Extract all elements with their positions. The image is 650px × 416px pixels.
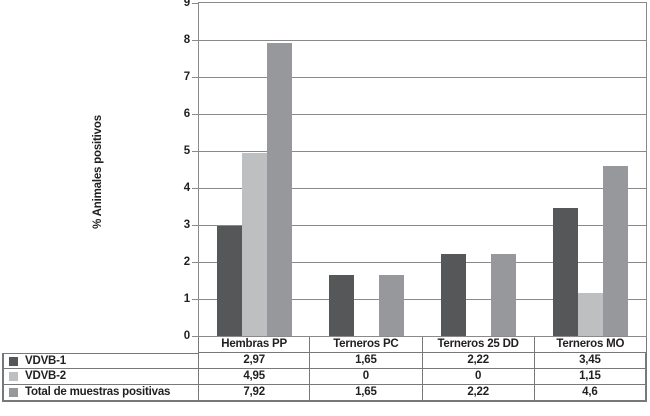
bar <box>329 274 355 336</box>
table-value-cell: 3,45 <box>534 353 647 369</box>
legend-label: VDVB-1 <box>25 354 66 367</box>
bar <box>552 208 578 336</box>
table-value-cell: 1,65 <box>310 353 423 369</box>
bar <box>242 152 268 336</box>
table-value-cell: 1,65 <box>310 385 423 402</box>
legend-label: Total de muestras positivas <box>25 386 171 398</box>
bar <box>490 253 516 336</box>
table-value-cell: 2,22 <box>422 353 535 369</box>
table-value-cell: 2,97 <box>198 353 311 369</box>
y-tick-label: 3 <box>183 219 190 231</box>
y-tick-label: 0 <box>183 330 190 342</box>
table-value-cell: 4,95 <box>198 369 311 385</box>
y-tick-mark <box>192 261 198 263</box>
gridline <box>199 261 646 263</box>
table-value-cell: 4,6 <box>534 385 647 402</box>
table-value-cell: 1,15 <box>534 369 647 385</box>
legend-row: VDVB-2 <box>2 369 198 385</box>
legend-swatch <box>9 356 18 366</box>
y-tick-mark <box>192 76 198 78</box>
table-value-cell: 7,92 <box>198 385 311 402</box>
y-tick-mark <box>192 150 198 152</box>
y-tick-mark <box>192 113 198 115</box>
category-header-cell: Terneros PC <box>310 337 423 353</box>
y-tick-label: 9 <box>183 0 190 9</box>
y-tick-mark <box>192 298 198 300</box>
y-tick-label: 4 <box>183 182 190 194</box>
table-value-cell: 2,22 <box>422 385 535 402</box>
y-tick-label: 8 <box>183 34 190 46</box>
bar <box>577 293 603 336</box>
gridline <box>199 39 646 41</box>
legend-swatch <box>9 388 18 397</box>
bar <box>267 42 293 336</box>
y-tick-label: 5 <box>183 145 190 157</box>
bar <box>217 226 243 336</box>
category-header-cell: Terneros MO <box>534 337 647 353</box>
y-tick-label: 2 <box>183 256 190 268</box>
gridline <box>199 76 646 78</box>
y-tick-label: 1 <box>183 293 190 305</box>
category-header-cell: Hembras PP <box>198 337 311 353</box>
y-tick-mark <box>192 39 198 41</box>
bar <box>602 165 628 336</box>
gridline <box>199 187 646 189</box>
legend-row: Total de muestras positivas <box>2 385 198 402</box>
gridline <box>199 150 646 152</box>
legend-row: VDVB-1 <box>2 353 198 369</box>
category-header-cell: Terneros 25 DD <box>422 337 535 353</box>
table-value-cell: 0 <box>422 369 535 385</box>
legend-label: VDVB-2 <box>25 370 66 382</box>
y-axis-title: % Animales positivos <box>92 115 104 229</box>
gridline <box>199 113 646 115</box>
gridline <box>199 224 646 226</box>
y-tick-label: 7 <box>183 71 190 83</box>
y-tick-mark <box>192 335 198 337</box>
bar <box>379 274 405 336</box>
legend-swatch <box>9 372 18 381</box>
y-tick-mark <box>192 2 198 4</box>
bar <box>440 253 466 336</box>
y-tick-label: 6 <box>183 108 190 120</box>
plot-area <box>198 2 647 337</box>
y-tick-mark <box>192 187 198 189</box>
gridline <box>199 298 646 300</box>
table-value-cell: 0 <box>310 369 423 385</box>
y-tick-mark <box>192 224 198 226</box>
